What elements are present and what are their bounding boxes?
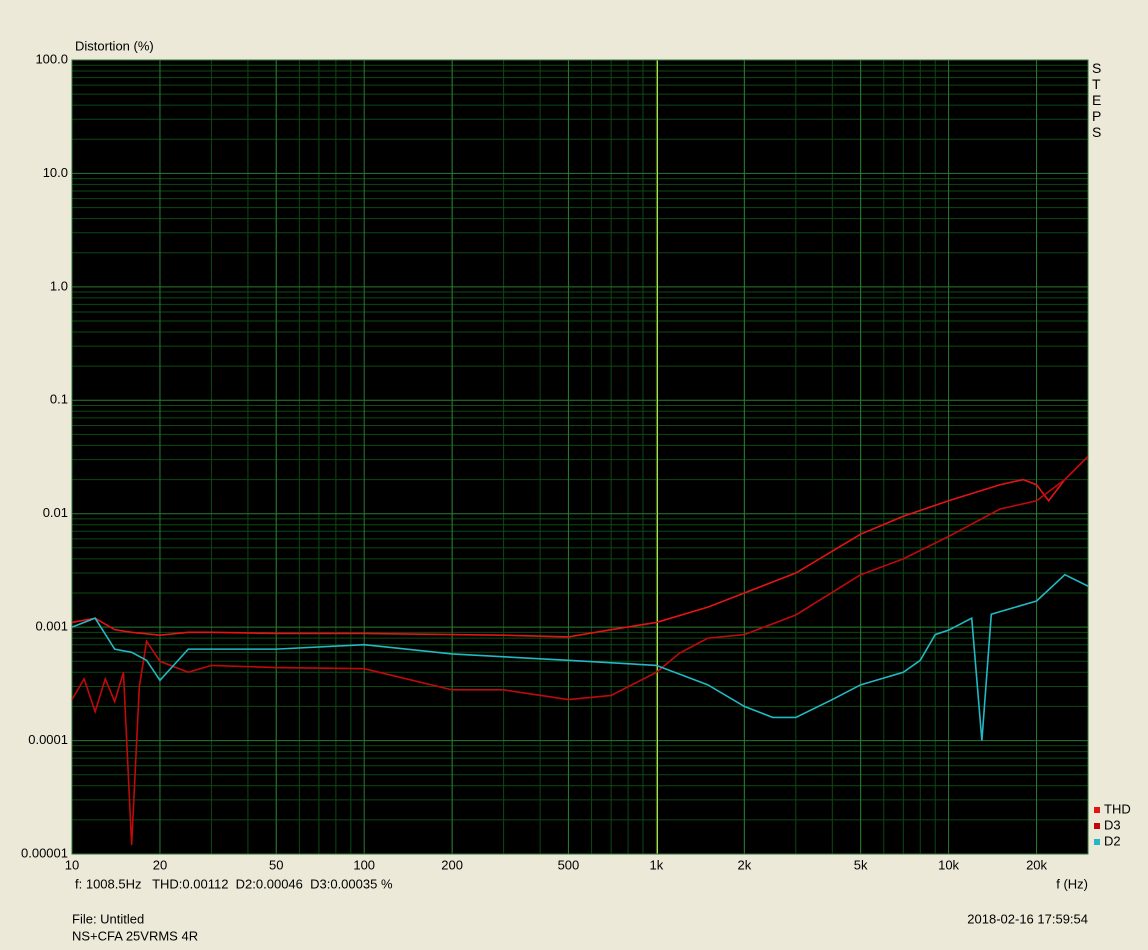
y-tick-label: 0.0001 [28,732,68,747]
x-tick-label: 20k [1026,857,1047,872]
series-line [71,455,1089,846]
y-tick-label: 1.0 [50,278,68,293]
file-label: File: Untitled [72,911,144,926]
legend-label: THD [1104,801,1131,816]
cursor-readout: f: 1008.5Hz THD:0.00112 D2:0.00046 D3:0.… [75,876,393,891]
x-tick-label: 1k [650,857,664,872]
x-tick-label: 50 [269,857,283,872]
series-line [71,573,1089,741]
x-tick-label: 200 [441,857,463,872]
legend-label: D3 [1104,817,1121,832]
y-tick-label: 0.00001 [21,845,68,860]
timestamp: 2018-02-16 17:59:54 [967,911,1088,926]
y-tick-label: 10.0 [43,165,68,180]
x-tick-label: 500 [558,857,580,872]
legend-swatch [1094,839,1100,845]
x-tick-label: 10k [938,857,959,872]
y-tick-label: 0.01 [43,505,68,520]
y-tick-label: 100.0 [35,51,68,66]
x-tick-label: 20 [153,857,167,872]
x-tick-label: 5k [854,857,868,872]
note: NS+CFA 25VRMS 4R [72,928,198,943]
x-tick-label: 100 [353,857,375,872]
x-tick-label: 10 [65,857,79,872]
y-tick-label: 0.1 [50,392,68,407]
legend-swatch [1094,807,1100,813]
x-axis-label: f (Hz) [1056,876,1088,891]
x-tick-label: 2k [737,857,751,872]
y-tick-label: 0.001 [35,619,68,634]
legend-label: D2 [1104,833,1121,848]
series-line [71,455,1089,638]
plot-area [72,60,1088,854]
side-label: STEPS [1092,60,1102,140]
legend-swatch [1094,823,1100,829]
y-axis-label: Distortion (%) [75,38,154,53]
